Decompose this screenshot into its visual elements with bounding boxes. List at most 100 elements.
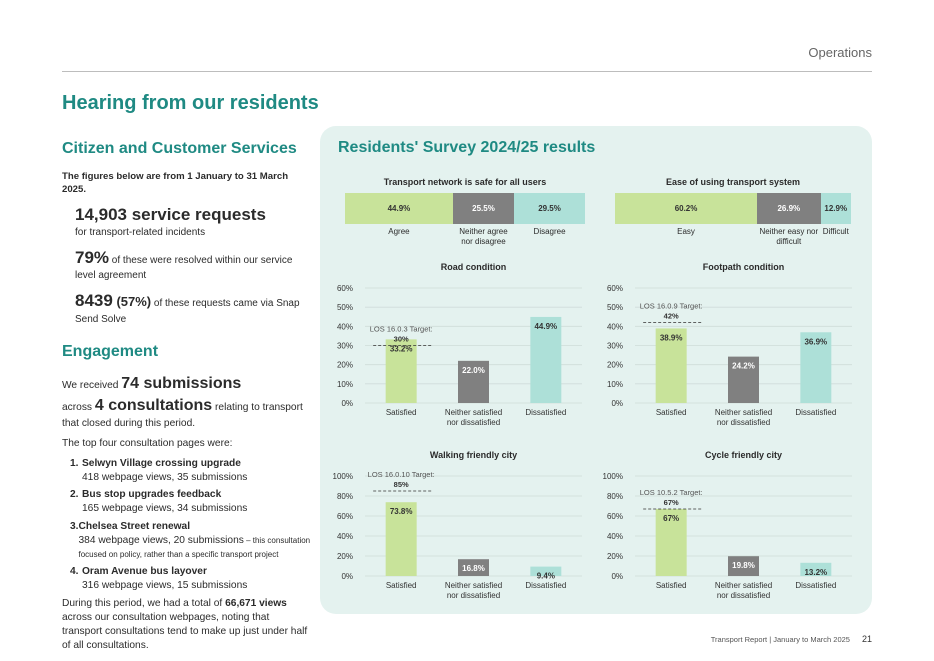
bar-value-label: 67% (663, 514, 679, 523)
engagement-received-text: We received (62, 379, 122, 391)
list-item: 3. Chelsea Street renewal 384 webpage vie… (70, 520, 312, 562)
survey-title: Residents' Survey 2024/25 results (338, 139, 596, 156)
x-category-label: Neither satisfied nor dissatisfied (445, 581, 502, 600)
y-tick-label: 60% (607, 512, 623, 521)
y-tick-label: 60% (607, 284, 623, 293)
engagement-summary: We received 74 submissions across 4 cons… (62, 373, 312, 431)
stat-snap-percent: (57%) (112, 294, 152, 310)
y-tick-label: 40% (337, 322, 353, 331)
list-item-name: Bus stop upgrades feedback (82, 489, 222, 501)
y-tick-label: 60% (337, 512, 353, 521)
left-column: Citizen and Customer Services The figure… (62, 138, 312, 659)
x-category-label-line: Satisfied (386, 581, 417, 590)
y-tick-label: 0% (611, 572, 623, 581)
stacked-category-labels: Agree Neither agree nor disagree Disagree (345, 227, 585, 251)
chart-road-condition: Road condition 0% 10% 20% 30% 40% 50% 60% 33.2% S… (320, 258, 590, 443)
y-tick-label: 0% (341, 572, 353, 581)
stacked-segment: 25.5% (452, 193, 515, 224)
stacked-chart-title: Transport network is safe for all users (383, 177, 547, 187)
stacked-category-labels: Easy Neither easy nor difficult Difficult (615, 227, 851, 251)
bar-value-label: 9.4% (537, 572, 555, 581)
list-item: 4. Oram Avenue bus layover 316 webpage vi… (70, 565, 312, 593)
y-tick-label: 30% (337, 342, 353, 351)
list-item-number: 3. (70, 520, 79, 532)
stat-resolved-value: 79% (75, 247, 110, 267)
y-tick-label: 0% (341, 399, 353, 408)
stacked-segment: 60.2% (615, 193, 758, 224)
footer-report: Transport Report | January to March 2025 (710, 635, 850, 644)
stacked-chart-title: Ease of using transport system (665, 177, 801, 187)
list-item-detail: 384 webpage views, 20 submissions (78, 534, 244, 546)
x-category-label: Satisfied (656, 581, 687, 590)
stacked-chart-ease: Ease of using transport system 60.2% 26.9… (615, 177, 851, 251)
x-category-label-line: nor dissatisfied (447, 418, 500, 427)
y-tick-label: 80% (607, 492, 623, 501)
y-tick-label: 40% (607, 532, 623, 541)
x-category-label: Dissatisfied (525, 408, 566, 417)
x-category-label: Neither satisfied nor dissatisfied (445, 408, 502, 427)
x-category-label-line: nor dissatisfied (447, 591, 500, 600)
x-category-label-line: Satisfied (656, 408, 687, 417)
bar-value-label: 19.8% (732, 561, 755, 570)
x-category-label: Neither satisfied nor dissatisfied (715, 408, 772, 427)
bar-value-label: 24.2% (732, 362, 755, 371)
bar (655, 328, 687, 403)
x-category-label-line: Neither satisfied (715, 408, 772, 417)
list-item-name: Oram Avenue bus layover (82, 565, 207, 577)
bar-value-label: 13.2% (804, 568, 827, 577)
engagement-submissions: 74 submissions (121, 374, 242, 392)
page-title: Hearing from our residents (62, 92, 319, 114)
stacked-segment: 29.5% (514, 193, 585, 224)
bar (800, 562, 832, 576)
x-category-label-line: nor dissatisfied (717, 418, 770, 427)
bar-value-label: 44.9% (534, 322, 557, 331)
bar-value-label: 38.9% (660, 333, 683, 342)
engagement-title: Engagement (62, 342, 159, 360)
list-item-number: 2. (70, 489, 79, 501)
stat-resolved-desc: of these were resolved within our servic… (75, 254, 293, 282)
total-views-post: across our consultation webpages, noting… (62, 612, 308, 652)
bar (655, 509, 687, 576)
target-value: 42% (664, 312, 679, 321)
x-category-label-line: Neither satisfied (445, 408, 502, 417)
x-category-label: Satisfied (656, 408, 687, 417)
x-category-label: Dissatisfied (525, 581, 566, 590)
x-category-label-line: Neither satisfied (445, 581, 502, 590)
chart-footpath-condition: Footpath condition 0% 10% 20% 30% 40% 50% 60% 38… (590, 258, 860, 443)
x-category-label: Satisfied (386, 581, 417, 590)
bar (728, 556, 759, 576)
stat-snap-desc: of these requests came via Snap Send Sol… (75, 298, 300, 325)
list-item-name: Chelsea Street renewal (78, 520, 191, 532)
list-item-number: 4. (70, 565, 79, 577)
chart-walking-friendly: Walking friendly city 0% 20% 40% 60% 80% 100% 7… (320, 446, 590, 616)
x-category-label-line: Satisfied (386, 408, 417, 417)
stacked-category-label: Agree (388, 227, 410, 236)
stacked-segment: 44.9% (345, 193, 453, 224)
bar (385, 339, 417, 403)
engagement-closed-text: relating to transport that closed during… (62, 402, 303, 430)
target-value: 67% (664, 498, 679, 507)
stacked-segment: 26.9% (757, 193, 821, 224)
x-category-label: Neither satisfied nor dissatisfied (715, 581, 772, 600)
footer: Transport Report | January to March 2025… (711, 634, 872, 644)
chart-svg: Walking friendly city 0% 20% 40% 60% 80% 100% 7… (333, 450, 582, 600)
x-category-label-line: Dissatisfied (795, 408, 836, 417)
y-tick-label: 20% (607, 361, 623, 370)
ccs-intro: The figures below are from 1 January to … (62, 171, 289, 196)
top-pages-intro: The top four consultation pages were: (62, 438, 233, 450)
chart-svg: Cycle friendly city 0% 20% 40% 60% 80% 100% 67%… (603, 450, 852, 600)
total-views-text: During this period, we had a total of 66… (62, 597, 312, 653)
bar-value-label: 36.9% (804, 337, 827, 346)
target-label: LOS 16.0.10 Target: (368, 470, 435, 479)
list-item-name: Selwyn Village crossing upgrade (82, 458, 241, 470)
y-tick-label: 50% (337, 303, 353, 312)
stacked-chart-safety: Transport network is safe for all users … (345, 177, 585, 251)
list-item: 1. Selwyn Village crossing upgrade 418 we… (70, 457, 312, 485)
x-category-label-line: nor dissatisfied (717, 591, 770, 600)
chart-svg: Road condition 0% 10% 20% 30% 40% 50% 60% 33.2% S… (337, 262, 582, 427)
x-category-label-line: Neither satisfied (715, 581, 772, 590)
top-pages-list: 1. Selwyn Village crossing upgrade 418 we… (70, 457, 312, 593)
x-category-label-line: Dissatisfied (525, 408, 566, 417)
y-tick-label: 20% (337, 552, 353, 561)
stat-service-requests-value: 14,903 service requests (75, 204, 266, 224)
